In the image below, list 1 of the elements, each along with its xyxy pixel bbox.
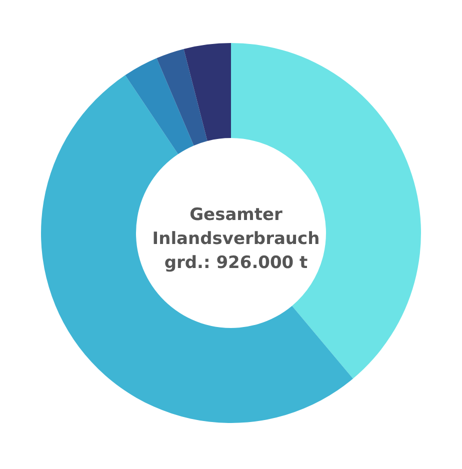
text: Gesamter Inlandsverbrauch grd.: 926.000 t — [152, 205, 320, 273]
